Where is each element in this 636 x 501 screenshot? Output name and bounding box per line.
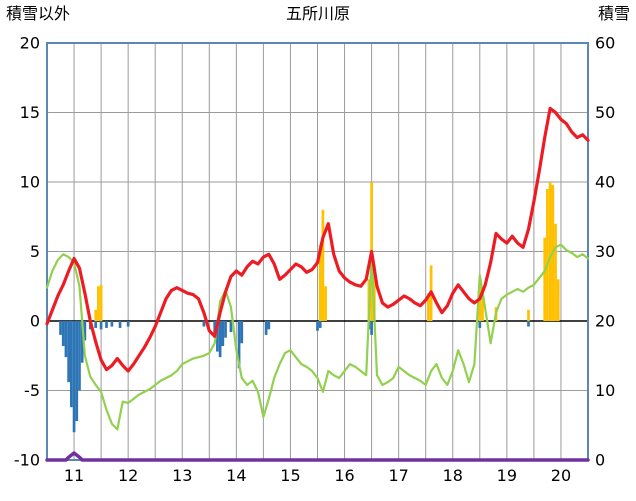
svg-text:20: 20 [595,312,615,331]
right-axis-tick-labels: 60 50 40 30 20 10 0 [595,34,615,470]
svg-text:11: 11 [64,466,84,485]
green-line [45,243,590,431]
left-axis-title: 積雪以外 [6,4,71,23]
svg-text:5: 5 [30,242,40,261]
svg-text:17: 17 [388,466,408,485]
svg-text:14: 14 [226,466,246,485]
blue-bars [59,321,530,433]
svg-text:10: 10 [20,173,40,192]
svg-text:60: 60 [595,34,615,53]
svg-text:20: 20 [551,466,571,485]
svg-text:12: 12 [118,466,138,485]
svg-text:16: 16 [334,466,354,485]
svg-text:0: 0 [595,451,605,470]
svg-text:-5: -5 [24,381,40,400]
x-axis-tick-labels: 11 12 13 14 15 16 17 18 19 20 [64,466,571,485]
right-axis-title: 積雪 [597,4,630,23]
left-axis-tick-labels: 20 15 10 5 0 -5 -10 [14,34,40,470]
svg-text:13: 13 [172,466,192,485]
svg-text:30: 30 [595,242,615,261]
svg-text:40: 40 [595,173,615,192]
svg-text:10: 10 [595,381,615,400]
svg-text:0: 0 [30,312,40,331]
svg-text:50: 50 [595,103,615,122]
svg-text:15: 15 [280,466,300,485]
svg-text:18: 18 [443,466,463,485]
svg-text:15: 15 [20,103,40,122]
gridlines [47,43,588,460]
red-line [45,106,590,373]
chart-title: 五所川原 [285,4,350,23]
svg-text:-10: -10 [14,451,40,470]
svg-text:19: 19 [497,466,517,485]
svg-text:20: 20 [20,34,40,53]
purple-line [45,451,590,462]
